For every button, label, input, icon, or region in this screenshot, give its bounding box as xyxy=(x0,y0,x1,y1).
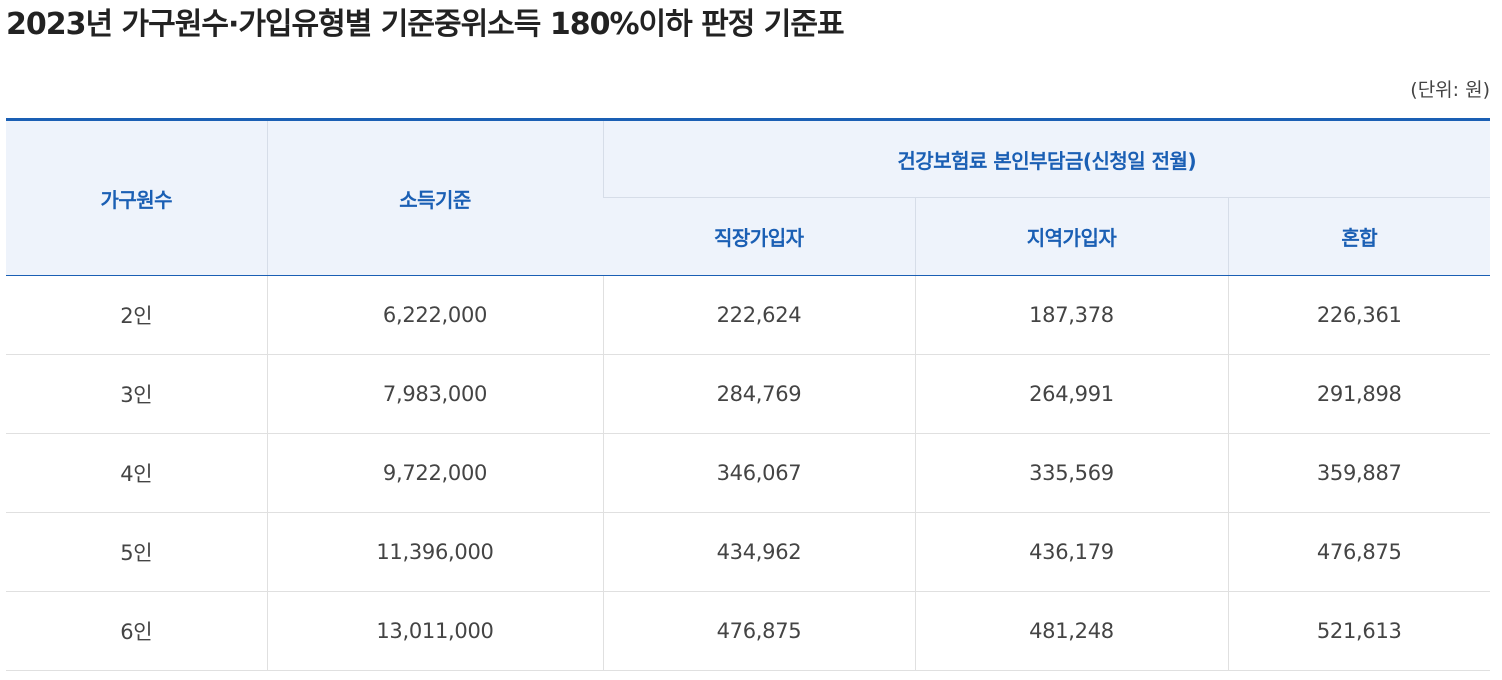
header-mixed: 혼합 xyxy=(1227,197,1491,276)
cell-employee: 222,624 xyxy=(602,275,915,355)
header-row-top: 가구원수 소득기준 건강보험료 본인부담금(신청일 전월) xyxy=(6,118,1491,276)
cell-employee: 346,067 xyxy=(602,433,915,513)
cell-household: 4인 xyxy=(6,433,267,513)
cell-regional: 436,179 xyxy=(914,512,1228,592)
cell-regional: 481,248 xyxy=(914,591,1228,671)
header-household: 가구원수 xyxy=(6,118,267,276)
cell-income: 7,983,000 xyxy=(266,354,603,434)
cell-household: 2인 xyxy=(6,275,267,355)
header-regional: 지역가입자 xyxy=(914,197,1228,276)
header-employee: 직장가입자 xyxy=(603,197,915,276)
cell-regional: 187,378 xyxy=(914,275,1228,355)
cell-employee: 434,962 xyxy=(602,512,915,592)
cell-income: 13,011,000 xyxy=(266,591,603,671)
cell-employee: 284,769 xyxy=(602,354,915,434)
table-row: 4인 9,722,000 346,067 335,569 359,887 xyxy=(6,433,1491,513)
page-title: 2023년 가구원수·가입유형별 기준중위소득 180%이하 판정 기준표 xyxy=(6,7,845,42)
table-header: 가구원수 소득기준 건강보험료 본인부담금(신청일 전월) 직장가입자 지역가입… xyxy=(6,118,1491,276)
cell-household: 3인 xyxy=(6,354,267,434)
cell-employee: 476,875 xyxy=(602,591,915,671)
cell-mixed: 291,898 xyxy=(1227,354,1491,434)
cell-mixed: 359,887 xyxy=(1227,433,1491,513)
cell-household: 5인 xyxy=(6,512,267,592)
table-row: 2인 6,222,000 222,624 187,378 226,361 xyxy=(6,275,1491,355)
table-row: 6인 13,011,000 476,875 481,248 521,613 xyxy=(6,591,1491,671)
unit-label: (단위: 원) xyxy=(1410,79,1490,101)
header-premium-group: 건강보험료 본인부담금(신청일 전월) xyxy=(602,118,1491,198)
cell-income: 6,222,000 xyxy=(266,275,603,355)
table-body: 2인 6,222,000 222,624 187,378 226,361 3인 … xyxy=(6,275,1491,671)
cell-income: 9,722,000 xyxy=(266,433,603,513)
cell-regional: 264,991 xyxy=(914,354,1228,434)
cell-household: 6인 xyxy=(6,591,267,671)
cell-mixed: 521,613 xyxy=(1227,591,1491,671)
cell-mixed: 226,361 xyxy=(1227,275,1491,355)
cell-income: 11,396,000 xyxy=(266,512,603,592)
table-row: 3인 7,983,000 284,769 264,991 291,898 xyxy=(6,354,1491,434)
header-income: 소득기준 xyxy=(266,118,603,276)
cell-regional: 335,569 xyxy=(914,433,1228,513)
criteria-table: 가구원수 소득기준 건강보험료 본인부담금(신청일 전월) 직장가입자 지역가입… xyxy=(6,118,1491,671)
cell-mixed: 476,875 xyxy=(1227,512,1491,592)
table-row: 5인 11,396,000 434,962 436,179 476,875 xyxy=(6,512,1491,592)
header-row-sub: 직장가입자 지역가입자 혼합 xyxy=(6,197,1491,276)
